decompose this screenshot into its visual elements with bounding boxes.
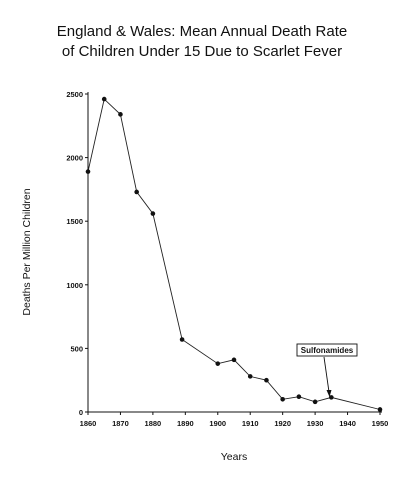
x-tick-label: 1890 bbox=[177, 419, 194, 428]
data-point bbox=[329, 395, 334, 400]
data-point bbox=[179, 337, 185, 342]
x-tick-label: 1930 bbox=[307, 419, 324, 428]
x-tick-label: 1940 bbox=[339, 419, 356, 428]
annotation-box bbox=[296, 343, 358, 357]
data-point bbox=[85, 169, 91, 174]
x-tick-label: 1900 bbox=[209, 419, 226, 428]
data-point bbox=[312, 399, 318, 405]
x-tick-label: 1860 bbox=[80, 419, 97, 428]
axes bbox=[87, 92, 382, 413]
data-point bbox=[280, 396, 285, 402]
chart-title-line-2: of Children Under 15 Due to Scarlet Feve… bbox=[62, 43, 342, 60]
data-point bbox=[150, 211, 156, 216]
y-tick-label: 500 bbox=[70, 344, 83, 353]
data-point bbox=[247, 374, 253, 379]
data-point bbox=[215, 361, 221, 366]
ticks: 0 500 1000 1500 2000 2500 1860 1870 1880 1890 1900… bbox=[66, 90, 388, 428]
y-tick-label: 1000 bbox=[66, 281, 83, 290]
x-tick-label: 1920 bbox=[274, 419, 291, 428]
data-point bbox=[377, 407, 383, 412]
x-tick-label: 1880 bbox=[145, 419, 162, 428]
y-tick-label: 1500 bbox=[66, 217, 83, 226]
data-point bbox=[231, 357, 237, 363]
x-tick-label: 1950 bbox=[372, 419, 389, 428]
data-point bbox=[264, 377, 269, 383]
annotation-arrow bbox=[323, 356, 330, 393]
series-line bbox=[87, 98, 381, 410]
x-axis-label: Years bbox=[221, 451, 247, 463]
y-tick-label: 2500 bbox=[66, 90, 83, 99]
data-point bbox=[134, 189, 139, 195]
y-axis-label: Deaths Per Million Children bbox=[21, 188, 33, 315]
annotation-group: Sulfonamides bbox=[296, 343, 358, 397]
annotation-label: Sulfonamides bbox=[301, 346, 354, 355]
data-point bbox=[296, 394, 302, 400]
data-point bbox=[101, 96, 107, 102]
annotation-arrowhead bbox=[326, 390, 332, 397]
data-point bbox=[118, 112, 123, 117]
x-tick-label: 1870 bbox=[112, 419, 129, 428]
series-group bbox=[85, 96, 383, 412]
y-tick-label: 2000 bbox=[66, 154, 83, 163]
y-tick-label: 0 bbox=[79, 408, 83, 417]
x-tick-label: 1910 bbox=[242, 419, 259, 428]
chart-title-line-1: England & Wales: Mean Annual Death Rate bbox=[57, 23, 347, 40]
